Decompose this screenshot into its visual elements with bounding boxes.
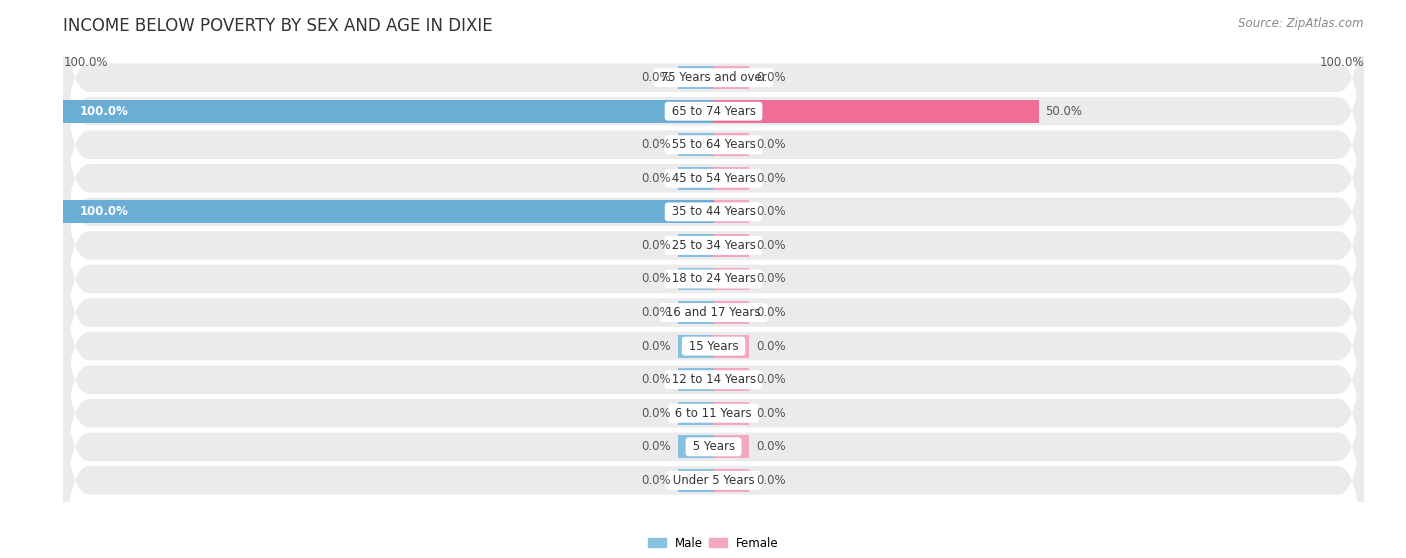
Bar bbox=[678, 301, 713, 324]
Text: 0.0%: 0.0% bbox=[756, 373, 786, 386]
Text: 45 to 54 Years: 45 to 54 Years bbox=[668, 172, 759, 185]
Text: 75 Years and over: 75 Years and over bbox=[657, 71, 770, 84]
Bar bbox=[713, 133, 749, 156]
Text: 0.0%: 0.0% bbox=[641, 138, 671, 151]
Bar bbox=[713, 234, 749, 257]
Bar bbox=[63, 200, 713, 223]
Text: 6 to 11 Years: 6 to 11 Years bbox=[671, 407, 756, 420]
Text: 0.0%: 0.0% bbox=[641, 306, 671, 319]
Bar bbox=[713, 100, 1039, 123]
Text: 0.0%: 0.0% bbox=[756, 138, 786, 151]
Text: INCOME BELOW POVERTY BY SEX AND AGE IN DIXIE: INCOME BELOW POVERTY BY SEX AND AGE IN D… bbox=[63, 17, 494, 35]
Text: Under 5 Years: Under 5 Years bbox=[669, 474, 758, 487]
Bar bbox=[713, 167, 749, 190]
FancyBboxPatch shape bbox=[63, 159, 1364, 399]
Text: 0.0%: 0.0% bbox=[756, 440, 786, 453]
Bar bbox=[678, 234, 713, 257]
Text: 100.0%: 100.0% bbox=[80, 105, 128, 118]
Bar bbox=[713, 469, 749, 492]
Text: 0.0%: 0.0% bbox=[756, 205, 786, 218]
Bar bbox=[678, 133, 713, 156]
Bar bbox=[713, 402, 749, 425]
Text: 0.0%: 0.0% bbox=[641, 172, 671, 185]
Bar bbox=[678, 368, 713, 391]
Text: 0.0%: 0.0% bbox=[641, 272, 671, 286]
FancyBboxPatch shape bbox=[63, 0, 1364, 198]
FancyBboxPatch shape bbox=[63, 59, 1364, 299]
Bar bbox=[713, 268, 749, 290]
Text: 65 to 74 Years: 65 to 74 Years bbox=[668, 105, 759, 118]
Text: 5 Years: 5 Years bbox=[689, 440, 738, 453]
Bar bbox=[678, 402, 713, 425]
FancyBboxPatch shape bbox=[63, 327, 1364, 558]
Bar bbox=[713, 335, 749, 358]
Text: 0.0%: 0.0% bbox=[756, 239, 786, 252]
Text: 55 to 64 Years: 55 to 64 Years bbox=[668, 138, 759, 151]
Text: 0.0%: 0.0% bbox=[641, 239, 671, 252]
Bar bbox=[713, 66, 749, 89]
Bar bbox=[678, 268, 713, 290]
Text: 100.0%: 100.0% bbox=[63, 56, 108, 69]
Text: 15 Years: 15 Years bbox=[685, 340, 742, 353]
FancyBboxPatch shape bbox=[63, 92, 1364, 332]
Text: 0.0%: 0.0% bbox=[756, 272, 786, 286]
Text: 18 to 24 Years: 18 to 24 Years bbox=[668, 272, 759, 286]
Text: 0.0%: 0.0% bbox=[756, 71, 786, 84]
Bar bbox=[678, 66, 713, 89]
FancyBboxPatch shape bbox=[63, 25, 1364, 264]
Legend: Male, Female: Male, Female bbox=[644, 532, 783, 554]
Bar bbox=[678, 435, 713, 458]
Bar bbox=[713, 368, 749, 391]
Text: 0.0%: 0.0% bbox=[756, 407, 786, 420]
Text: 100.0%: 100.0% bbox=[1319, 56, 1364, 69]
Text: 0.0%: 0.0% bbox=[641, 71, 671, 84]
Bar bbox=[63, 100, 713, 123]
Bar bbox=[713, 435, 749, 458]
Text: 50.0%: 50.0% bbox=[1045, 105, 1083, 118]
Text: 12 to 14 Years: 12 to 14 Years bbox=[668, 373, 759, 386]
Text: 16 and 17 Years: 16 and 17 Years bbox=[662, 306, 765, 319]
Text: 0.0%: 0.0% bbox=[756, 340, 786, 353]
FancyBboxPatch shape bbox=[63, 294, 1364, 533]
Text: 0.0%: 0.0% bbox=[641, 474, 671, 487]
FancyBboxPatch shape bbox=[63, 193, 1364, 432]
Text: 0.0%: 0.0% bbox=[756, 306, 786, 319]
Bar bbox=[678, 469, 713, 492]
Bar bbox=[678, 335, 713, 358]
Text: 0.0%: 0.0% bbox=[641, 373, 671, 386]
Bar bbox=[713, 301, 749, 324]
Text: 25 to 34 Years: 25 to 34 Years bbox=[668, 239, 759, 252]
FancyBboxPatch shape bbox=[63, 226, 1364, 466]
Bar bbox=[713, 200, 749, 223]
FancyBboxPatch shape bbox=[63, 360, 1364, 558]
Text: 0.0%: 0.0% bbox=[641, 407, 671, 420]
FancyBboxPatch shape bbox=[63, 0, 1364, 231]
Text: 0.0%: 0.0% bbox=[641, 340, 671, 353]
Text: 0.0%: 0.0% bbox=[641, 440, 671, 453]
Text: 35 to 44 Years: 35 to 44 Years bbox=[668, 205, 759, 218]
Text: Source: ZipAtlas.com: Source: ZipAtlas.com bbox=[1239, 17, 1364, 30]
Text: 0.0%: 0.0% bbox=[756, 474, 786, 487]
FancyBboxPatch shape bbox=[63, 126, 1364, 365]
FancyBboxPatch shape bbox=[63, 259, 1364, 499]
Text: 100.0%: 100.0% bbox=[80, 205, 128, 218]
Bar bbox=[678, 167, 713, 190]
Text: 0.0%: 0.0% bbox=[756, 172, 786, 185]
